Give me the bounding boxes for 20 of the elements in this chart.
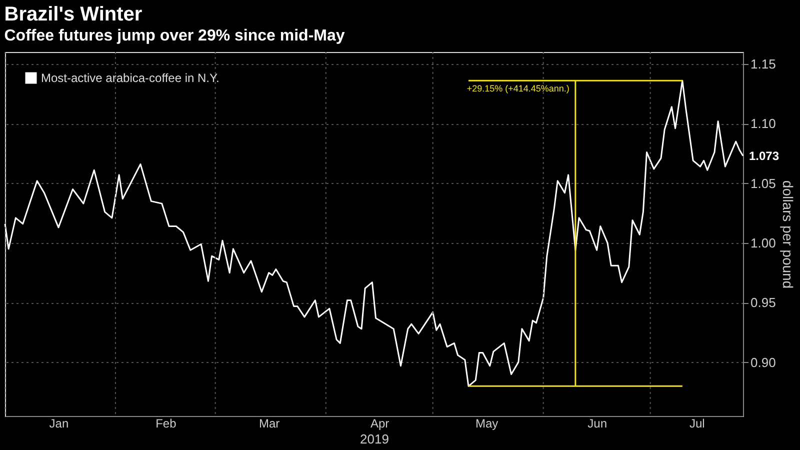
- y-tick-label: 0.90: [750, 354, 776, 370]
- y-tick-label: 0.95: [750, 295, 776, 310]
- x-tick-label: Jul: [689, 416, 705, 430]
- x-axis-title: 2019: [360, 432, 389, 446]
- annotation: 1.073: [749, 148, 780, 163]
- x-tick-label: May: [475, 416, 498, 430]
- x-tick-label: Jun: [588, 416, 608, 430]
- x-tick-label: Jan: [49, 416, 69, 430]
- y-axis-title: dollars per pound: [780, 180, 796, 289]
- annotation: +29.15% (+414.45%ann.): [466, 84, 570, 94]
- y-tick-label: 1.15: [750, 56, 776, 72]
- y-tick-label: 1.05: [750, 176, 776, 191]
- chart-title: Brazil's Winter: [4, 4, 142, 26]
- x-tick-label: Feb: [156, 416, 177, 430]
- x-tick-label: Mar: [258, 416, 280, 430]
- x-tick-label: Apr: [370, 416, 390, 430]
- y-tick-label: 1.00: [750, 235, 776, 250]
- y-tick-label: 1.10: [750, 116, 776, 132]
- legend-label: Most-active arabica-coffee in N.Y.: [41, 71, 220, 85]
- chart-subtitle: Coffee futures jump over 29% since mid-May: [4, 28, 345, 44]
